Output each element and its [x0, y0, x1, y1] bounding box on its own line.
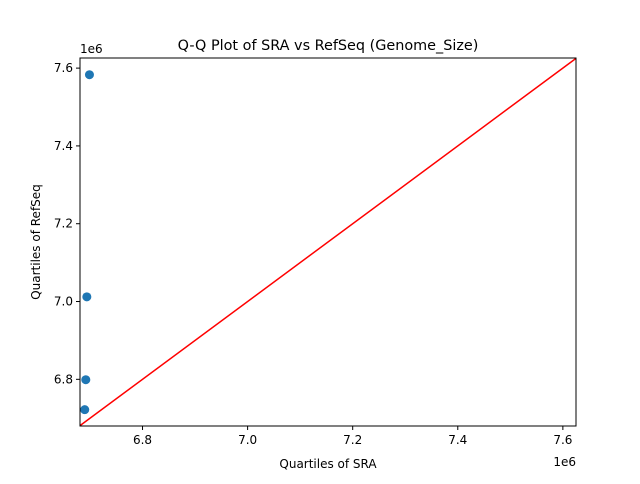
x-tick-label: 7.6 — [553, 433, 572, 447]
y-axis-label: Quartiles of RefSeq — [29, 184, 43, 300]
reference-line — [79, 57, 577, 427]
y-offset-label: 1e6 — [80, 42, 103, 56]
x-tick-label: 7.4 — [448, 433, 467, 447]
plot-frame — [79, 57, 577, 427]
data-point-1 — [81, 375, 91, 385]
data-point-2 — [82, 292, 92, 302]
data-point-0 — [80, 405, 90, 415]
y-tick-label: 6.8 — [54, 372, 73, 386]
chart-title: Q-Q Plot of SRA vs RefSeq (Genome_Size) — [178, 38, 479, 54]
x-axis-label: Quartiles of SRA — [279, 457, 377, 471]
x-offset-label: 1e6 — [553, 455, 576, 469]
y-tick-label: 7.2 — [54, 217, 73, 231]
y-tick-label: 7.6 — [54, 61, 73, 75]
data-point-3 — [84, 70, 94, 80]
y-tick-label: 7.4 — [54, 139, 73, 153]
y-tick-label: 7.0 — [54, 295, 73, 309]
x-tick-label: 7.2 — [343, 433, 362, 447]
x-tick-label: 7.0 — [238, 433, 257, 447]
x-tick-label: 6.8 — [133, 433, 152, 447]
